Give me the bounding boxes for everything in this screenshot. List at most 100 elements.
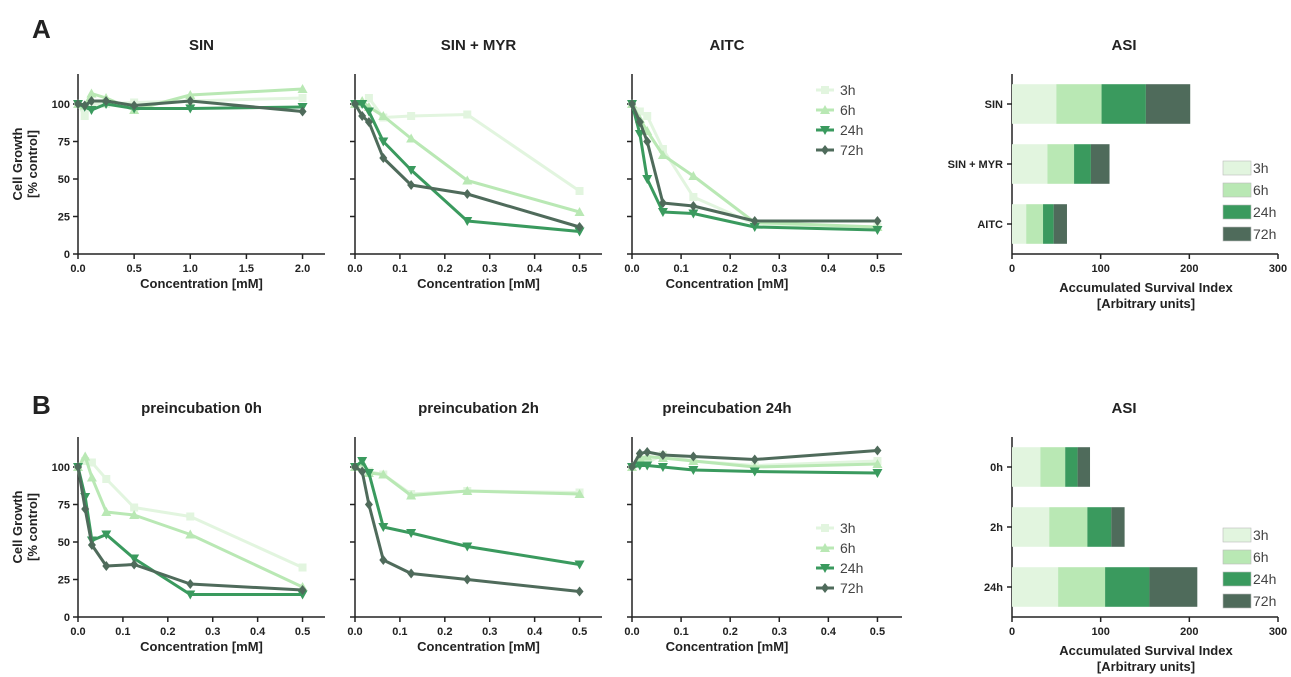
data-point-24h [185,590,196,600]
x-tick-label: 0.2 [437,263,452,275]
data-point-24h [378,523,389,532]
chart-7: ASI 0 100 200 300 Accumulated Survival Index[… [984,400,1287,674]
x-tick-label: 0.3 [482,626,497,638]
data-point-3h [463,110,472,119]
legend-label-72h: 72h [840,580,863,596]
x-tick-label: 300 [1269,626,1287,638]
category-label: 24h [984,582,1003,594]
data-point-72h [87,96,96,106]
data-point-6h [378,111,389,120]
legend-swatch-24h [1222,204,1252,220]
data-point-24h [657,463,668,472]
y-tick-label: 100 [52,462,70,474]
data-point-6h [378,469,389,479]
y-tick-label: 25 [58,575,70,587]
x-tick-label: 1.5 [239,263,254,275]
bar-segment-6h [1026,204,1044,244]
legend-marker-3h [821,524,829,532]
x-axis-label-line: [Arbitrary units] [1097,296,1195,311]
chart-title: preincubation 2h [418,400,539,417]
x-tick-label: 0.2 [437,626,452,638]
data-point-72h [635,448,644,459]
y-tick-label: 50 [58,174,70,186]
y-tick-label: 25 [58,212,70,224]
data-point-72h [102,96,111,106]
x-tick-label: 0.5 [572,263,587,275]
chart-title: preincubation 24h [662,400,791,417]
legend-marker-3h [821,86,829,94]
data-point-72h [658,450,667,460]
data-point-24h [357,457,368,466]
y-axis-label-line: Cell Growth [10,490,25,563]
data-point-3h [80,112,89,120]
chart-5: preincubation 24h 0.0 0.1 0.2 0.3 0.4 0.5 Conce… [624,400,902,654]
x-tick-label: 0.2 [723,626,738,638]
legend-label-3h: 3h [1253,527,1269,543]
chart-title: SIN + MYR [441,37,517,54]
data-point-3h [130,503,139,512]
x-tick-label: 0.1 [392,626,407,638]
x-tick-label: 0.5 [870,263,885,275]
legend-label-72h: 72h [1253,226,1276,242]
x-axis-label: Concentration [mM] [417,276,540,291]
legend-label-6h: 6h [840,102,856,118]
data-point-3h [102,475,111,483]
data-point-72h [74,462,82,472]
x-tick-label: 100 [1091,626,1109,638]
data-point-24h [357,100,368,109]
data-point-72h [689,451,698,462]
x-tick-label: 0.1 [115,626,130,638]
data-point-6h [101,507,112,516]
chart-title: AITC [710,37,745,54]
chart-0: SIN 0 25 50 75 100 0.0 0.5 1.0 1.5 2.0 Concentratio… [10,37,325,291]
data-point-72h [750,454,759,465]
data-point-24h [406,166,417,175]
bar-segment-72h [1111,507,1125,547]
x-tick-label: 2.0 [295,263,310,275]
legend-marker-72h [821,583,829,593]
data-point-24h [634,461,645,471]
x-axis-label: Accumulated Survival Index [Arbitrary uni… [1059,280,1233,311]
x-axis-label-line: Accumulated Survival Index [1059,280,1233,295]
data-point-24h [129,554,140,564]
chart-1: SIN + MYR 0.0 0.1 0.2 0.3 0.4 0.5 Concentration… [347,37,602,291]
bar-segment-3h [1012,144,1048,184]
data-point-72h [379,153,388,163]
data-point-24h [86,106,97,115]
data-point-3h [364,94,373,102]
chart-3: preincubation 0h 0 25 50 75 100 0.0 0.1 0.2 0.3 0.… [10,400,325,654]
data-point-3h [298,94,307,102]
legend-swatch-3h [1222,160,1252,176]
data-point-6h [462,486,473,495]
legend-label-6h: 6h [1253,182,1269,198]
x-tick-label: 0.0 [347,626,362,638]
data-point-72h [186,579,195,589]
legend-swatch-6h [1222,182,1252,198]
data-point-24h [363,469,374,478]
data-point-24h [872,469,883,478]
chart-4: preincubation 2h 0.0 0.1 0.2 0.3 0.4 0.5 Concen… [347,400,602,654]
x-tick-label: 0 [1009,263,1015,275]
x-tick-label: 100 [1091,263,1109,275]
y-axis-label-line: [% control] [25,493,40,561]
legend-swatch-72h [1222,593,1252,609]
data-point-24h [574,560,585,570]
data-point-72h [74,99,82,109]
category-label: SIN + MYR [948,159,1003,171]
data-point-72h [298,585,307,595]
charts: SIN 0 25 50 75 100 0.0 0.5 1.0 1.5 2.0 Concentratio… [10,37,1287,674]
data-point-72h [658,198,667,208]
data-point-24h [363,107,374,117]
data-point-24h [749,223,760,232]
data-point-72h [873,445,882,456]
data-point-6h [86,472,97,482]
x-axis-label: Concentration [mM] [140,276,263,291]
legend-label-24h: 24h [1253,204,1276,220]
data-point-3h [186,512,195,521]
data-point-72h [81,504,90,514]
x-axis-label: Concentration [mM] [666,276,789,291]
x-tick-label: 0.1 [673,626,688,638]
legend-label-6h: 6h [1253,549,1269,565]
legend-label-72h: 72h [840,142,863,158]
data-point-72h [358,111,367,121]
